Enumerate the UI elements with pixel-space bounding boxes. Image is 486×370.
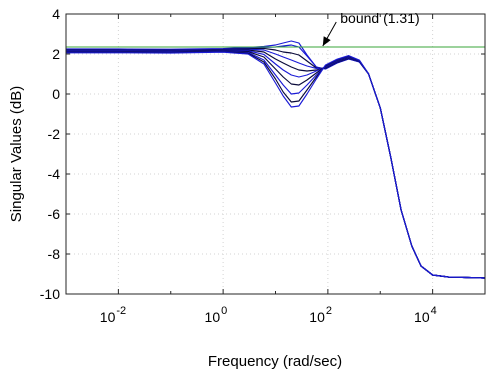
x-tick-label-base: 10 [414,309,430,325]
grid-layer [66,14,485,294]
x-tick-label-exponent: 4 [431,305,437,317]
y-tick-label: -10 [40,286,60,302]
y-axis-title: Singular Values (dB) [8,86,25,222]
x-tick-label-base: 10 [205,309,221,325]
x-tick-label-exponent: -2 [116,305,126,317]
x-tick-label: 10 -2 [100,305,126,325]
x-tick-label: 10 4 [414,305,437,325]
y-tick-label: -2 [48,126,61,142]
x-tick-label-base: 10 [100,309,116,325]
singular-value-curve [66,51,486,279]
y-tick-label: 2 [52,46,60,62]
plot-area [66,40,486,279]
y-tick-label: -8 [48,246,61,262]
ticks-layer [65,13,486,295]
x-tick-label: 10 2 [309,305,332,325]
x-tick-labels: 10 -2 10 0 10 2 10 4 [100,305,437,325]
x-tick-label-base: 10 [309,309,325,325]
bound-annotation: bound (1.31) [322,10,420,47]
annotation-arrow-head [322,36,331,46]
y-tick-labels: 4 2 0 -2 -4 -6 -8 -10 [40,6,60,302]
y-tick-label: 4 [52,6,60,22]
y-tick-label: 0 [52,86,60,102]
y-tick-label: -4 [48,166,61,182]
annotation-label: bound (1.31) [340,10,419,26]
y-tick-label: -6 [48,206,61,222]
x-tick-label: 10 0 [205,305,228,325]
x-axis-title: Frequency (rad/sec) [208,353,342,370]
x-tick-label-exponent: 2 [326,305,332,317]
x-tick-label-exponent: 0 [221,305,227,317]
